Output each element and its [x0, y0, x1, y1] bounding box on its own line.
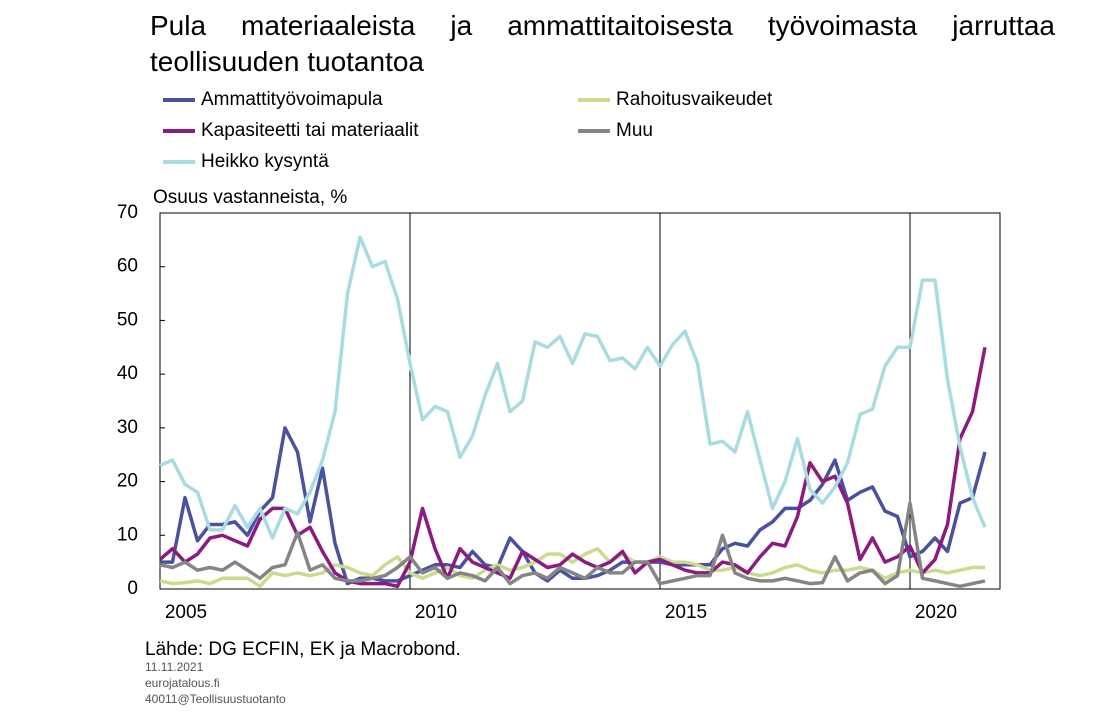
series-line: [159, 501, 986, 589]
y-tick-label: 70: [117, 202, 138, 223]
legend-label: Ammattityövoimapula: [201, 89, 383, 110]
y-tick-label: 60: [117, 256, 138, 277]
legend-label: Rahoitusvaikeudet: [616, 89, 773, 110]
y-tick-label: 20: [117, 471, 138, 492]
x-tick-label: 2015: [665, 602, 707, 623]
series-line: [159, 546, 985, 589]
legend-label: Muu: [616, 120, 653, 141]
x-tick-label: 2010: [415, 602, 457, 623]
series-line: [159, 235, 987, 540]
legend-label: Kapasiteetti tai materiaalit: [201, 120, 419, 141]
x-tick-label: 2005: [165, 602, 207, 623]
y-tick-label: 40: [117, 363, 138, 384]
y-tick-label: 50: [117, 309, 138, 330]
y-tick-label: 0: [127, 578, 138, 599]
legend-label: Heikko kysyntä: [201, 151, 329, 172]
footer-site: eurojatalous.fi: [145, 676, 220, 690]
source: Lähde: DG ECFIN, EK ja Macrobond.: [145, 639, 461, 660]
footer-date: 11.11.2021: [145, 660, 204, 674]
x-tick-label: 2020: [915, 602, 957, 623]
y-axis-label: Osuus vastanneista, %: [153, 187, 347, 208]
series-line: [158, 346, 987, 589]
y-tick-label: 30: [117, 417, 138, 438]
chart-title: Pula materiaaleista ja ammattitaitoisest…: [150, 10, 1055, 77]
footer-id: 40011@Teollisuustuotanto: [145, 692, 286, 706]
y-tick-label: 10: [117, 524, 138, 545]
